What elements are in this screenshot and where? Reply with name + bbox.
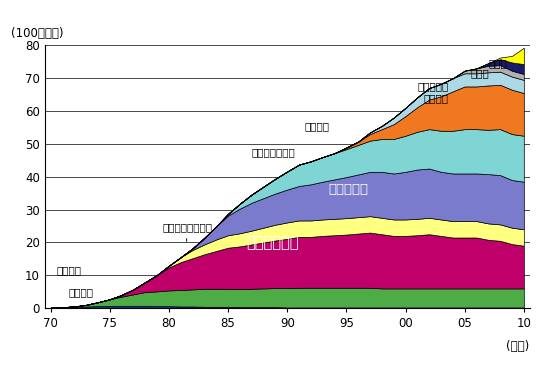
Text: (100万トン): (100万トン): [11, 27, 63, 40]
Text: マレーシア: マレーシア: [329, 183, 369, 196]
Text: ブルネイ: ブルネイ: [68, 287, 94, 297]
Text: その他: その他: [488, 59, 507, 69]
Text: カタール: カタール: [305, 121, 330, 131]
Text: (年度): (年度): [507, 340, 529, 353]
Text: アラブ首長国連邦: アラブ首長国連邦: [163, 223, 213, 232]
Text: アメリカ: アメリカ: [56, 265, 82, 275]
Text: ロシア: ロシア: [470, 68, 490, 78]
Text: オーストラリア: オーストラリア: [252, 147, 295, 157]
Text: オマーン: オマーン: [423, 93, 448, 103]
Text: インドネシア: インドネシア: [246, 235, 298, 250]
Text: 赤道ギニア: 赤道ギニア: [417, 82, 449, 92]
